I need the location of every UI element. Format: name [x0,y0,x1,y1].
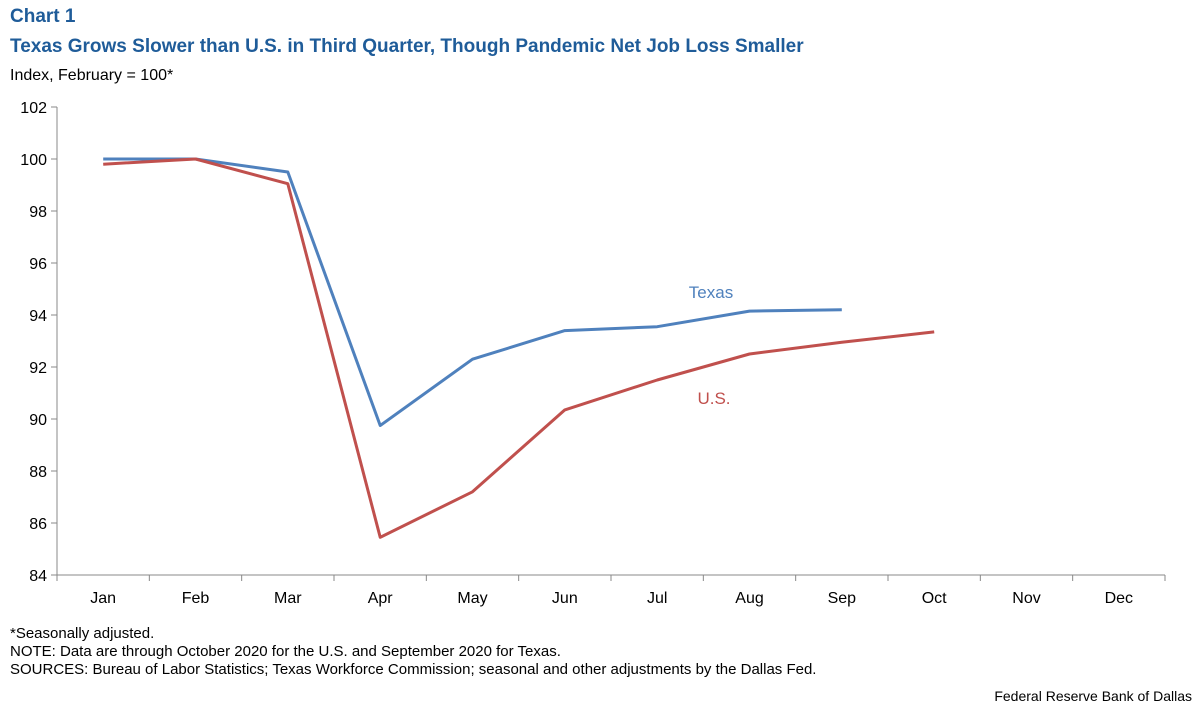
x-tick-label: Nov [1012,590,1040,607]
y-tick-label: 92 [29,360,47,377]
x-tick-label: Jul [647,590,667,607]
y-tick-label: 98 [29,204,47,221]
x-tick-label: Sep [828,590,857,607]
y-tick-label: 90 [29,412,47,429]
y-tick-label: 102 [20,100,47,117]
chart-title: Texas Grows Slower than U.S. in Third Qu… [10,36,804,57]
x-tick-label: Oct [922,590,947,607]
x-tick-label: May [457,590,487,607]
x-tick-label: Apr [368,590,394,607]
chart-number: Chart 1 [10,6,76,27]
x-tick-label: Jun [552,590,578,607]
x-tick-label: Jan [90,590,116,607]
series-label: U.S. [697,389,730,408]
y-tick-label: 94 [29,308,47,325]
note: *Seasonally adjusted. [10,625,154,642]
chart-subtitle: Index, February = 100* [10,67,173,84]
series-label: Texas [689,283,733,302]
y-tick-label: 96 [29,256,47,273]
y-tick-label: 86 [29,516,47,533]
x-tick-label: Mar [274,590,302,607]
x-tick-label: Aug [735,590,763,607]
x-tick-label: Dec [1105,590,1133,607]
credit: Federal Reserve Bank of Dallas [994,688,1192,704]
note: SOURCES: Bureau of Labor Statistics; Tex… [10,661,816,678]
series-line [103,157,935,539]
y-tick-label: 84 [29,568,47,585]
series-line [103,157,842,427]
x-tick-label: Feb [182,590,210,607]
y-tick-label: 88 [29,464,47,481]
note: NOTE: Data are through October 2020 for … [10,643,561,660]
y-tick-label: 100 [20,152,47,169]
